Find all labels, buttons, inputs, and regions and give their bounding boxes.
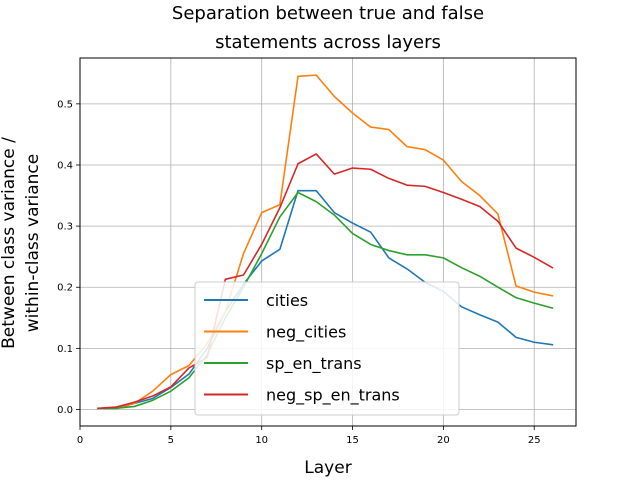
series-lines [97, 74, 554, 410]
chart-title-line-1: Separation between true and false [172, 3, 484, 24]
series-line-neg-sp-en-trans [97, 153, 554, 410]
legend-label-sp-en-trans: sp_en_trans [266, 354, 362, 374]
x-tick-label: 10 [255, 435, 268, 446]
x-tick-label: 20 [437, 435, 450, 446]
series-line-sp-en-trans [97, 191, 554, 410]
legend-label-neg-cities: neg_cities [266, 323, 346, 343]
y-tick-label: 0.1 [57, 344, 73, 355]
y-tick-label: 0.2 [57, 283, 73, 294]
x-tick-label: 25 [528, 435, 541, 446]
chart-title-line-2: statements across layers [215, 32, 441, 53]
y-tick-label: 0.4 [57, 160, 73, 171]
y-axis-label-line-1: Between class variance / [0, 137, 19, 349]
y-tick-label: 0.0 [57, 405, 73, 416]
y-tick-label: 0.5 [57, 99, 73, 110]
legend-box [194, 281, 460, 416]
legend-label-neg-sp-en-trans: neg_sp_en_trans [266, 386, 400, 406]
series-line-neg-cities [97, 74, 554, 410]
x-tick-label: 0 [77, 435, 83, 446]
legend: cities neg_cities sp_en_trans neg_sp_en_tra… [194, 281, 460, 416]
x-axis-label: Layer [304, 458, 351, 478]
axis-ticks: 0 5 10 15 20 25 0.0 0.1 0.2 0.3 0.4 0.5 [57, 99, 540, 446]
y-axis-label-line-2: within-class variance [23, 154, 43, 333]
x-tick-label: 15 [346, 435, 359, 446]
plot-frame [79, 57, 577, 427]
legend-label-cities: cities [266, 291, 308, 310]
y-tick-label: 0.3 [57, 222, 73, 233]
x-tick-label: 5 [168, 435, 174, 446]
series-line-cities [97, 189, 554, 410]
